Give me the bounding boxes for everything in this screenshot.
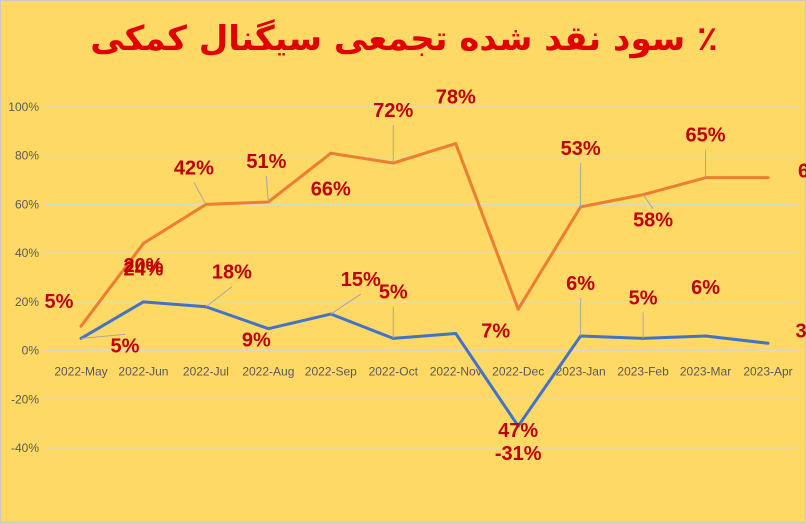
leader-line [193, 182, 207, 205]
leader-line [642, 194, 654, 209]
data-label: 5% [111, 335, 140, 357]
data-label: 68% [798, 161, 806, 183]
x-tick-label: 2023-Apr [743, 365, 792, 379]
data-label: 20% [123, 255, 163, 277]
x-tick-label: 2023-Feb [617, 365, 669, 379]
x-tick-label: 2022-Dec [492, 365, 544, 379]
data-label: 15% [341, 269, 381, 291]
data-label: 78% [436, 87, 476, 109]
x-tick-label: 2022-Aug [242, 365, 294, 379]
series-point-0 [454, 142, 458, 146]
leader-line [265, 175, 269, 203]
series-line-0 [79, 142, 768, 328]
y-tick-label: -40% [11, 441, 39, 455]
series-point-0 [766, 176, 770, 180]
data-label: 7% [481, 321, 510, 343]
series-point-0 [329, 151, 333, 155]
data-label: -31% [495, 443, 542, 465]
data-label: 51% [246, 151, 286, 173]
data-label: 3% [796, 320, 806, 342]
data-label: 5% [629, 287, 658, 309]
x-tick-label: 2022-Jun [118, 365, 168, 379]
data-label: 5% [379, 281, 408, 303]
y-tick-label: 100% [8, 100, 39, 114]
y-tick-label: 60% [15, 197, 39, 211]
data-label: 58% [633, 210, 673, 232]
series-point-0 [79, 324, 83, 328]
data-label: 72% [373, 100, 413, 122]
data-label: 65% [686, 125, 726, 147]
series-point-1 [516, 424, 520, 428]
series-point-1 [454, 332, 458, 336]
y-tick-label: 40% [15, 246, 39, 260]
data-label: 6% [691, 277, 720, 299]
series-point-1 [704, 334, 708, 338]
data-label: 18% [212, 262, 252, 284]
x-tick-label: 2023-Mar [680, 365, 731, 379]
series-point-1 [766, 341, 770, 345]
y-tick-label: 80% [15, 149, 39, 163]
y-tick-label: 20% [15, 295, 39, 309]
x-tick-label: 2022-May [54, 365, 107, 379]
data-label: 9% [242, 330, 271, 352]
data-label: 24% [123, 258, 163, 280]
data-label: 66% [311, 178, 351, 200]
series-point-0 [141, 241, 145, 245]
y-tick-label: 0% [22, 344, 40, 358]
data-label: 47% [498, 420, 538, 442]
leader-line [330, 293, 362, 315]
data-label: 53% [561, 138, 601, 160]
series-point-1 [266, 327, 270, 331]
y-tick-label: -20% [11, 392, 39, 406]
x-tick-label: 2022-Sep [305, 365, 357, 379]
x-tick-label: 2023-Jan [556, 365, 606, 379]
series-line-1 [80, 300, 769, 428]
x-tick-label: 2022-Nov [430, 365, 482, 379]
x-tick-label: 2022-Oct [369, 365, 419, 379]
data-label: 5% [45, 291, 74, 313]
data-label: 6% [566, 273, 595, 295]
x-tick-label: 2022-Jul [183, 365, 229, 379]
chart-title: ٪ سود نقد شده تجمعی سیگنال کمکی [90, 19, 718, 59]
series-point-1 [141, 300, 145, 304]
leader-line [80, 333, 126, 339]
data-label: 42% [174, 157, 214, 179]
leader-line [205, 286, 233, 308]
series-point-0 [516, 307, 520, 311]
